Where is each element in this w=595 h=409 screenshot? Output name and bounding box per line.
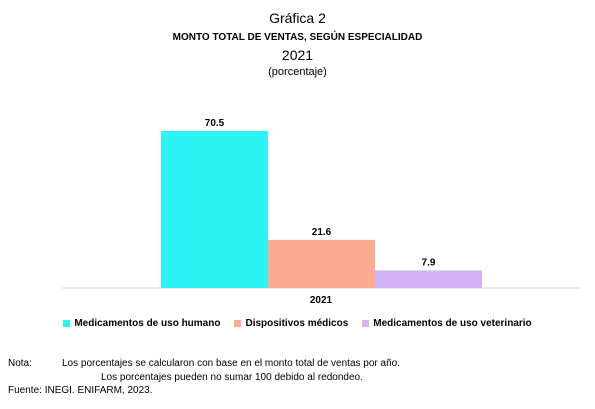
legend-label: Medicamentos de uso veterinario (373, 318, 532, 329)
chart-year: 2021 (281, 47, 314, 63)
note-text-1: Los porcentajes se calcularon con base e… (62, 358, 400, 369)
legend-item-dispositivos-medicos: Dispositivos médicos (234, 318, 348, 329)
chart-titles: Gráfica 2 MONTO TOTAL DE VENTAS, SEGÚN E… (0, 8, 595, 79)
legend-item-medicamentos-de-uso-veterinario: Medicamentos de uso veterinario (362, 318, 532, 329)
legend-swatch (63, 320, 71, 327)
legend-label: Medicamentos de uso humano (74, 318, 221, 329)
chart-unit: (porcentaje) (268, 66, 327, 78)
chart-title: MONTO TOTAL DE VENTAS, SEGÚN ESPECIALIDA… (172, 32, 423, 43)
x-tick-label: 2021 (310, 295, 333, 306)
bar-dispositivos-medicos (268, 239, 375, 288)
data-label-dispositivos-medicos: 21.6 (312, 227, 332, 238)
legend-label: Dispositivos médicos (245, 318, 349, 329)
bar-medicamentos-de-uso-veterinario (375, 270, 482, 288)
bar-medicamentos-de-uso-humano (161, 131, 268, 288)
bars-group: 70.5 21.6 7.9 (161, 118, 482, 288)
legend-swatch (234, 320, 242, 327)
note-row-1: Nota: Los porcentajes se calcularon con b… (8, 357, 400, 371)
legend-swatch (362, 320, 370, 327)
note-label: Nota: (8, 358, 32, 369)
bar-chart: 70.5 21.6 7.9 2021 (62, 118, 580, 306)
legend: Medicamentos de uso humano Dispositivos m… (0, 318, 595, 329)
data-label-medicamentos-de-uso-humano: 70.5 (205, 118, 225, 129)
legend-item-medicamentos-de-uso-humano: Medicamentos de uso humano (63, 318, 220, 329)
chart-label: Gráfica 2 (269, 10, 326, 26)
note-text-2: Los porcentajes pueden no sumar 100 debi… (101, 371, 363, 383)
notes: Nota: Los porcentajes se calcularon con b… (8, 357, 400, 398)
source-text: Fuente: INEGI. ENIFARM, 2023. (8, 385, 153, 396)
data-label-medicamentos-de-uso-veterinario: 7.9 (422, 257, 436, 268)
